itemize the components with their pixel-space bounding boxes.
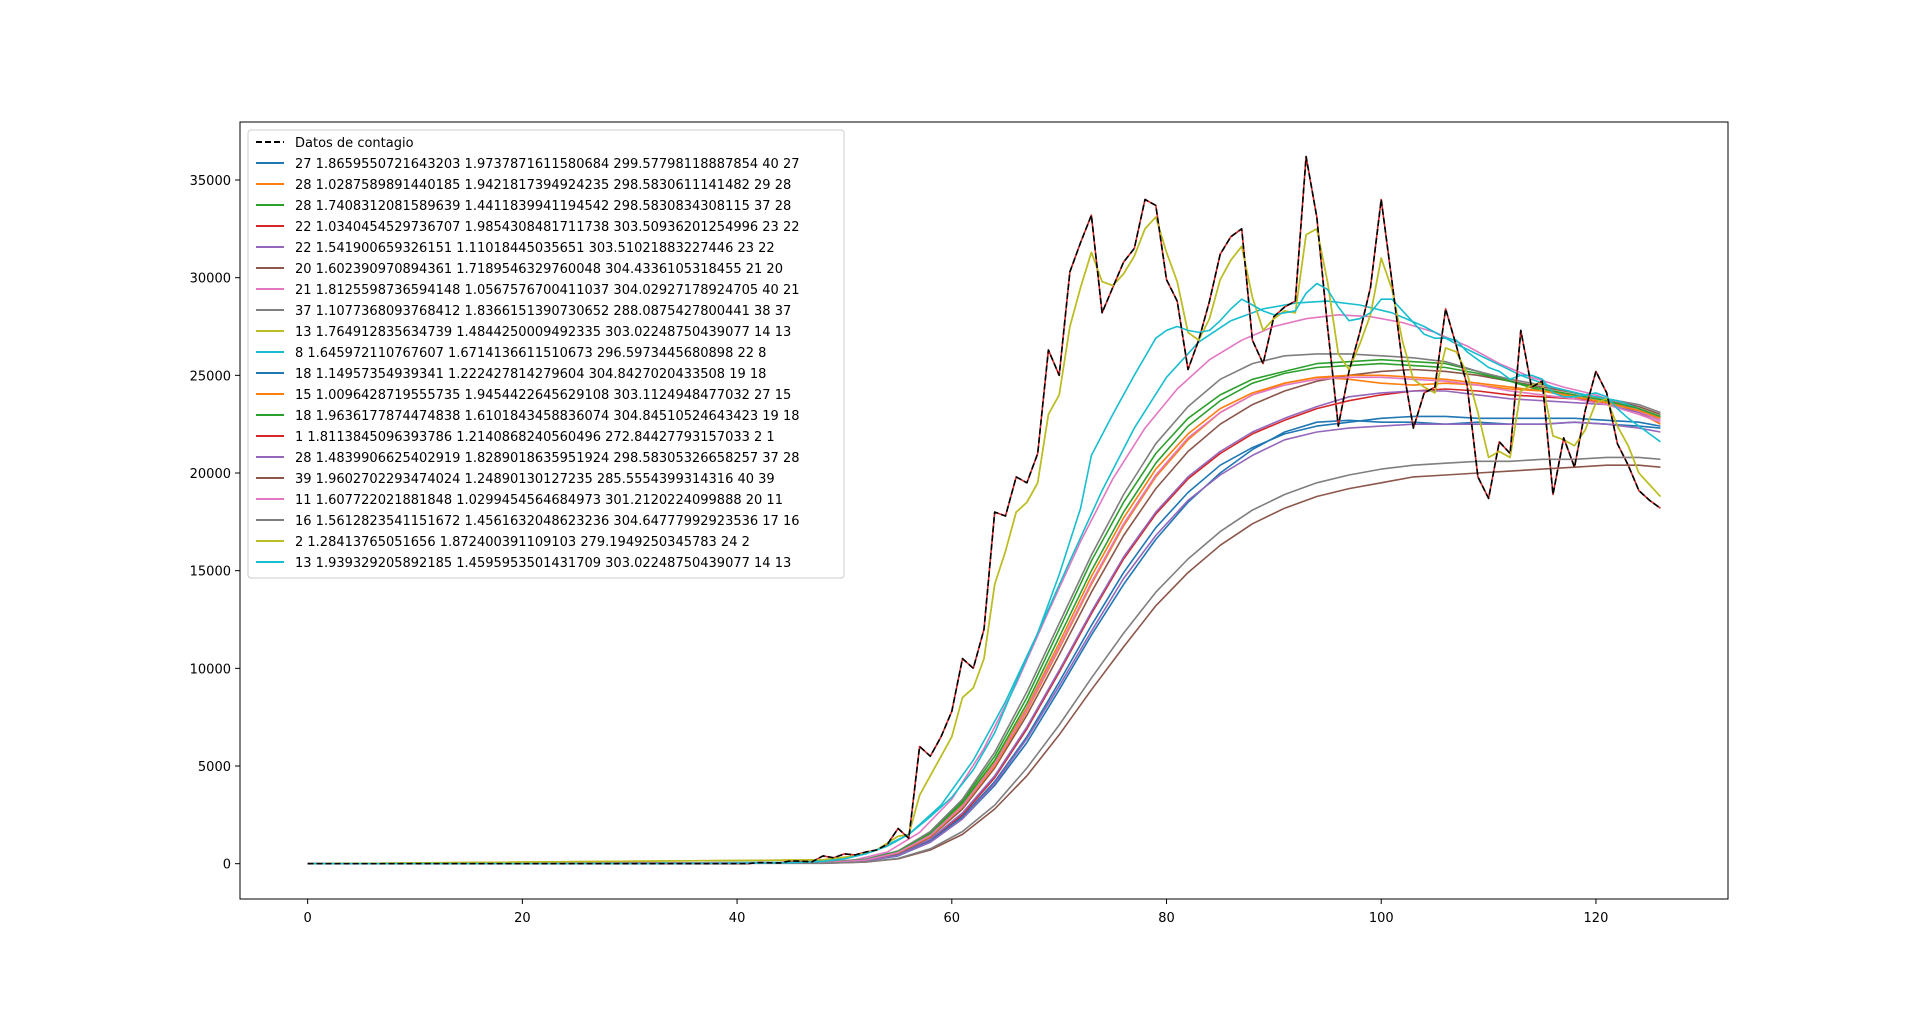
legend-label: 11 1.607722021881848 1.0299454564684973 …	[295, 493, 783, 508]
legend-label: 28 1.7408312081589639 1.4411839941194542…	[295, 199, 791, 214]
series-line-5	[307, 390, 1661, 865]
legend-label: 28 1.0287589891440185 1.9421817394924235…	[295, 178, 791, 193]
x-tick-label: 20	[514, 911, 531, 926]
legend-label: 27 1.8659550721643203 1.9737871611580684…	[295, 157, 800, 172]
y-axis: 0 5000 10000 15000 20000 25000 30000 35000	[190, 174, 240, 873]
series-line-20	[307, 282, 1661, 865]
y-tick-label: 35000	[190, 174, 231, 189]
series-line-6	[307, 368, 1661, 865]
legend-label: 21 1.8125598736594148 1.0567576700411037…	[295, 283, 800, 298]
y-tick-label: 10000	[190, 662, 231, 677]
x-axis: 0 20 40 60 80 100 120	[303, 899, 1608, 926]
x-tick-label: 120	[1584, 911, 1609, 926]
series-line-15	[307, 421, 1661, 865]
y-tick-label: 25000	[190, 369, 231, 384]
legend-label: 16 1.5612823541151672 1.4561632048623236…	[295, 514, 800, 529]
series-line-0	[307, 155, 1661, 865]
series-line-8	[307, 353, 1661, 865]
legend-label: 22 1.541900659326151 1.11018445035651 30…	[295, 241, 775, 256]
legend-label: 20 1.602390970894361 1.7189546329760048 …	[295, 262, 783, 277]
series-line-17	[307, 376, 1661, 865]
x-tick-label: 80	[1158, 911, 1175, 926]
legend-label: 13 1.764912835634739 1.4844250009492335 …	[295, 325, 791, 340]
legend-label: 18 1.14957354939341 1.222427814279604 30…	[295, 367, 766, 382]
legend-box	[247, 129, 845, 579]
legend-label: 8 1.645972110767607 1.6714136611510673 2…	[295, 346, 766, 361]
legend: Datos de contagio 27 1.8659550721643203 1…	[247, 129, 845, 579]
plot-lines	[307, 155, 1661, 865]
x-tick-label: 0	[303, 911, 311, 926]
legend-label: 39 1.9602702293474024 1.24890130127235 2…	[295, 472, 775, 487]
x-tick-label: 100	[1369, 911, 1394, 926]
plot-frame	[239, 121, 1729, 900]
series-line-19	[307, 216, 1661, 865]
y-tick-label: 5000	[198, 760, 231, 775]
y-tick-label: 0	[223, 858, 231, 873]
series-line-16	[307, 464, 1661, 865]
series-line-13	[307, 362, 1661, 865]
legend-label: 18 1.9636177874474838 1.6101843458836074…	[295, 409, 800, 424]
series-line-4	[307, 388, 1661, 865]
legend-label: 37 1.1077368093768412 1.8366151390730652…	[295, 304, 791, 319]
x-tick-label: 40	[729, 911, 746, 926]
legend-label: 1 1.8113845096393786 1.2140868240560496 …	[295, 430, 775, 445]
x-tick-label: 60	[944, 911, 961, 926]
legend-label: 2 1.28413765051656 1.872400391109103 279…	[295, 535, 750, 550]
legend-label: 22 1.0340454529736707 1.9854308481711738…	[295, 220, 800, 235]
y-tick-label: 20000	[190, 467, 231, 482]
legend-label: 15 1.0096428719555735 1.9454422645629108…	[295, 388, 791, 403]
legend-label: Datos de contagio	[295, 136, 414, 151]
series-line-18	[307, 456, 1661, 865]
series-line-7	[307, 314, 1661, 865]
series-line-3	[307, 358, 1661, 865]
series-line-11	[307, 415, 1661, 865]
series-line-10	[307, 300, 1661, 865]
y-tick-label: 15000	[190, 565, 231, 580]
legend-label: 28 1.4839906625402919 1.8289018635951924…	[295, 451, 800, 466]
legend-label: 13 1.939329205892185 1.4595953501431709 …	[295, 556, 791, 571]
y-tick-label: 30000	[190, 272, 231, 287]
